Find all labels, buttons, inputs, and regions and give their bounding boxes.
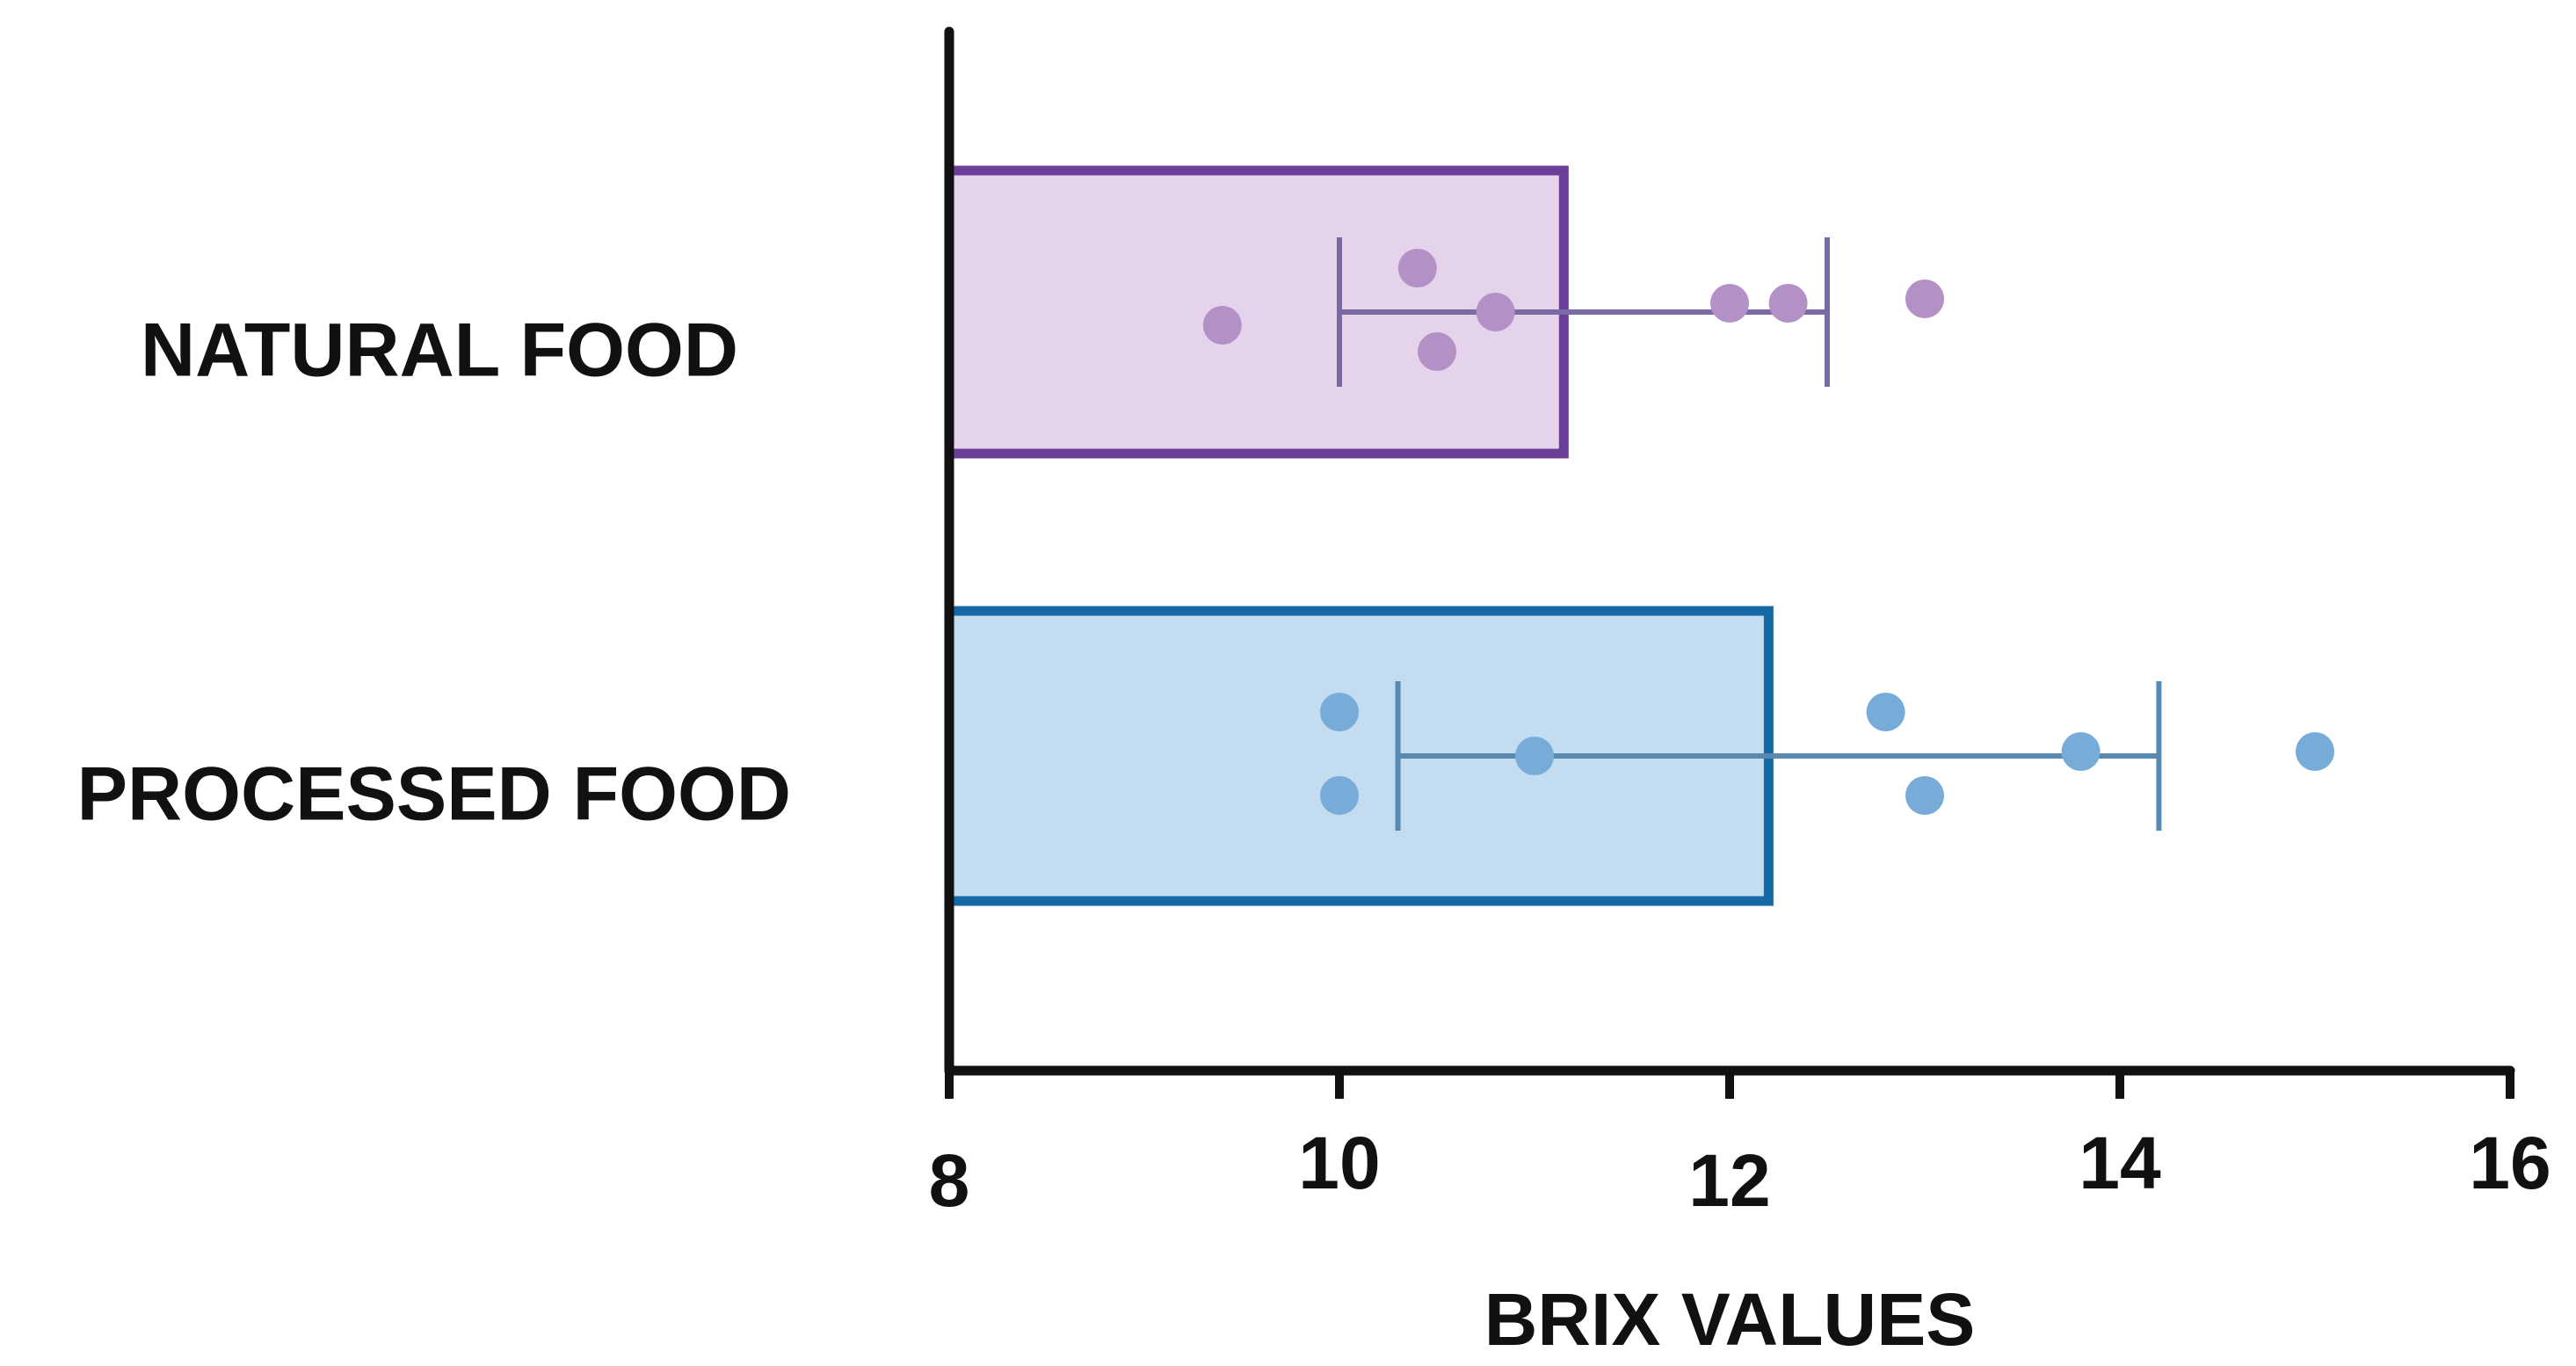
points-layer xyxy=(1202,249,2334,815)
data-point-processed-food xyxy=(1320,776,1359,815)
x-tick-label-8: 8 xyxy=(929,1139,970,1222)
data-point-processed-food xyxy=(1866,693,1905,731)
x-tick-label-12: 12 xyxy=(1688,1139,1770,1222)
category-label-processed-food: PROCESSED FOOD xyxy=(77,752,791,837)
x-tick-label-16: 16 xyxy=(2469,1122,2551,1204)
x-tick-label-10: 10 xyxy=(1298,1122,1380,1204)
data-point-natural-food xyxy=(1768,284,1808,323)
x-axis-title: BRIX VALUES xyxy=(1484,1278,1976,1361)
data-point-natural-food xyxy=(1202,306,1242,345)
x-tick-label-14: 14 xyxy=(2079,1122,2161,1204)
data-point-processed-food xyxy=(1320,693,1359,731)
data-point-natural-food xyxy=(1476,293,1515,331)
data-point-natural-food xyxy=(1397,249,1437,287)
data-point-processed-food xyxy=(2296,732,2334,771)
data-point-natural-food xyxy=(1905,280,1944,318)
category-labels-layer: NATURAL FOOD PROCESSED FOOD xyxy=(77,309,791,837)
x-ticks-layer: 8 10 12 14 16 xyxy=(929,1071,2551,1222)
category-label-natural-food: NATURAL FOOD xyxy=(141,309,738,393)
data-point-processed-food xyxy=(1905,776,1944,815)
data-point-processed-food xyxy=(2061,732,2101,771)
data-point-processed-food xyxy=(1515,737,1554,775)
bars-layer xyxy=(944,165,1774,906)
data-point-natural-food xyxy=(1418,332,1456,371)
data-point-natural-food xyxy=(1710,284,1749,323)
